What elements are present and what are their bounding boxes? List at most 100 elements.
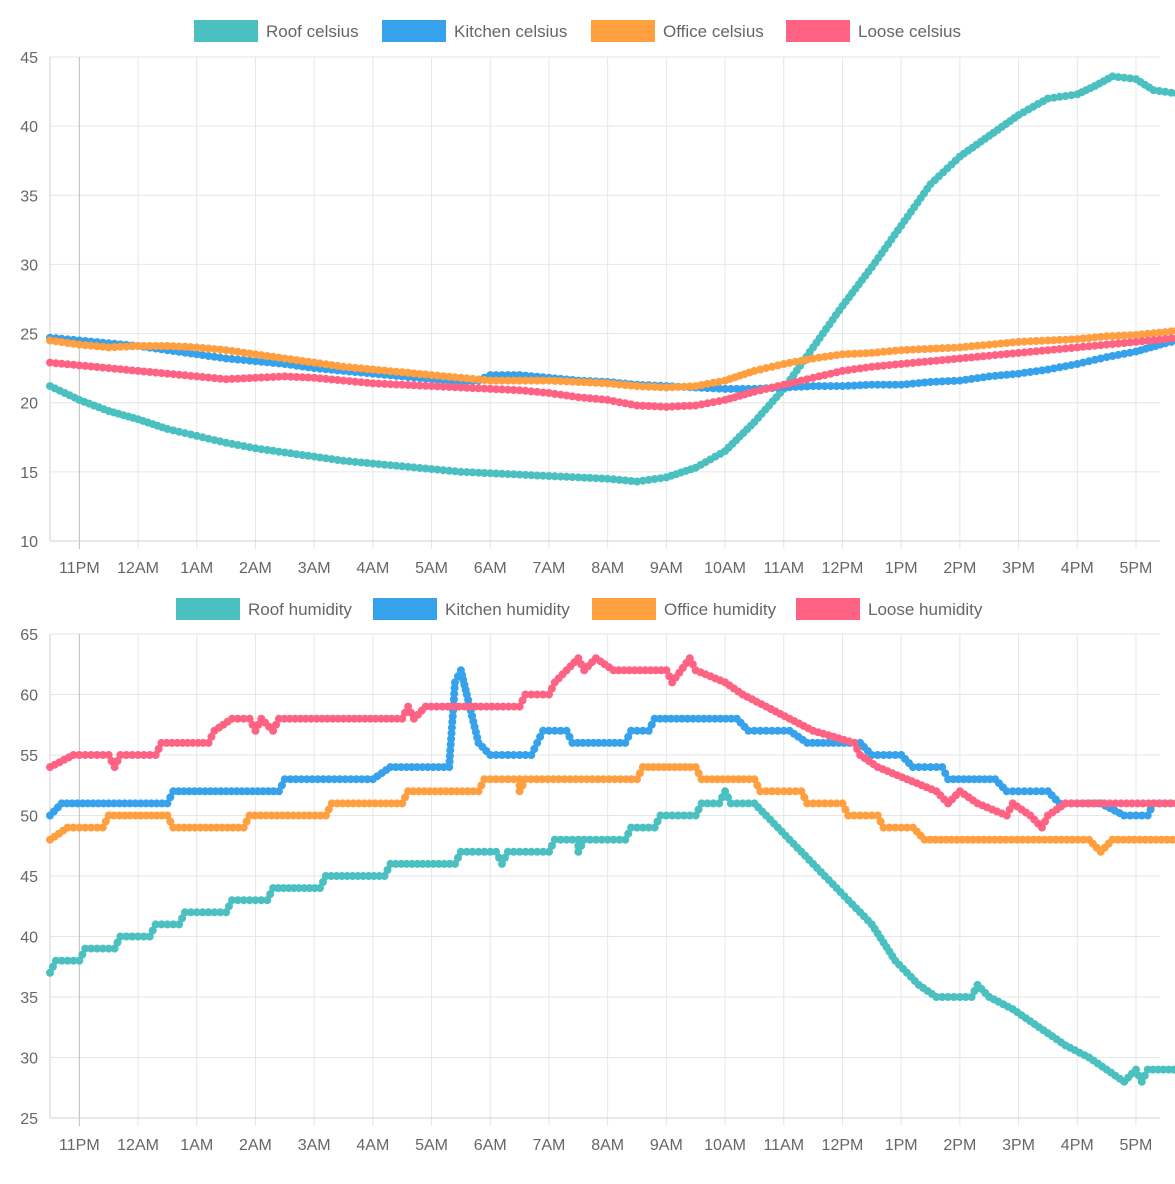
data-point	[1122, 799, 1131, 808]
data-point	[139, 932, 148, 941]
data-point	[1143, 329, 1152, 338]
data-point	[316, 884, 324, 893]
data-point	[897, 380, 906, 389]
data-point	[1002, 370, 1011, 379]
data-point	[75, 956, 84, 965]
data-point	[885, 361, 894, 370]
data-point	[274, 359, 283, 368]
data-point	[454, 853, 462, 862]
data-point	[574, 378, 583, 386]
data-point	[269, 358, 278, 367]
data-point	[345, 377, 354, 386]
data-point	[310, 364, 319, 373]
data-point	[550, 835, 559, 844]
data-point	[345, 457, 354, 466]
data-point	[386, 367, 395, 376]
data-point	[280, 775, 289, 784]
data-point	[556, 835, 565, 844]
x-tick-label: 5PM	[1119, 560, 1152, 577]
x-tick-label: 2PM	[943, 1137, 976, 1154]
data-point	[198, 908, 207, 917]
data-point	[1067, 344, 1076, 352]
data-point	[257, 445, 266, 454]
data-point	[521, 751, 530, 759]
data-point	[571, 775, 580, 784]
data-point	[81, 751, 90, 759]
legend-item-loose-humidity[interactable]: Loose humidity	[796, 598, 983, 620]
data-point	[685, 401, 694, 410]
data-point	[443, 702, 452, 711]
data-point	[1102, 340, 1111, 349]
data-point	[545, 847, 553, 856]
data-point	[239, 896, 248, 905]
data-point	[515, 376, 524, 385]
data-point	[145, 751, 154, 759]
data-point	[685, 811, 694, 820]
legend-item-roof-celsius[interactable]: Roof celsius	[194, 20, 359, 42]
legend-item-roof-humidity[interactable]: Roof humidity	[176, 598, 352, 620]
data-point	[1043, 94, 1052, 103]
data-point	[820, 382, 829, 391]
data-point	[308, 775, 317, 784]
data-point	[970, 987, 979, 995]
data-point	[610, 775, 619, 784]
data-point	[873, 380, 882, 389]
data-point	[357, 775, 366, 784]
data-point	[832, 382, 841, 391]
data-point	[498, 859, 506, 868]
data-point	[63, 956, 72, 965]
data-point	[316, 811, 325, 820]
data-point	[204, 373, 213, 382]
data-point	[762, 787, 771, 796]
data-point	[63, 339, 72, 347]
x-tick-label: 10AM	[704, 1137, 746, 1154]
data-point	[709, 378, 718, 387]
data-point	[644, 402, 653, 410]
data-point	[166, 793, 175, 802]
data-point	[694, 714, 703, 723]
data-point	[574, 393, 583, 402]
data-point	[98, 363, 107, 372]
data-point	[1114, 350, 1123, 359]
data-point	[192, 908, 201, 917]
data-point	[445, 382, 454, 391]
data-point	[703, 399, 712, 408]
x-tick-label: 12AM	[117, 560, 159, 577]
data-point	[680, 811, 688, 820]
data-point	[856, 349, 865, 358]
legend-item-office-humidity[interactable]: Office humidity	[592, 598, 777, 620]
data-point	[1094, 799, 1103, 808]
data-point	[539, 690, 548, 699]
data-point	[527, 847, 536, 856]
data-point	[932, 377, 941, 386]
data-point	[294, 811, 303, 820]
data-point	[87, 823, 96, 832]
data-point	[597, 379, 606, 388]
data-point	[1032, 337, 1041, 345]
legend-item-office-celsius[interactable]: Office celsius	[591, 20, 764, 42]
legend-item-kitchen-celsius[interactable]: Kitchen celsius	[382, 20, 567, 42]
series-roof-humidity	[46, 787, 1175, 1086]
data-point	[503, 385, 512, 394]
data-point	[401, 708, 410, 717]
data-point	[454, 702, 463, 711]
legend-label: Loose humidity	[868, 600, 983, 619]
data-point	[492, 376, 501, 385]
data-point	[272, 720, 280, 729]
data-point	[404, 368, 413, 377]
data-point	[242, 817, 251, 826]
y-tick-label: 20	[20, 396, 38, 413]
data-point	[486, 376, 495, 385]
legend-item-loose-celsius[interactable]: Loose celsius	[786, 20, 961, 42]
data-point	[324, 805, 333, 814]
data-point	[744, 799, 753, 808]
data-point	[409, 369, 418, 378]
data-point	[580, 393, 589, 402]
data-point	[621, 738, 630, 747]
data-point	[545, 690, 553, 699]
data-point	[556, 472, 565, 481]
data-point	[104, 944, 113, 953]
data-point	[181, 908, 189, 917]
legend-item-kitchen-humidity[interactable]: Kitchen humidity	[373, 598, 570, 620]
data-point	[421, 370, 430, 379]
